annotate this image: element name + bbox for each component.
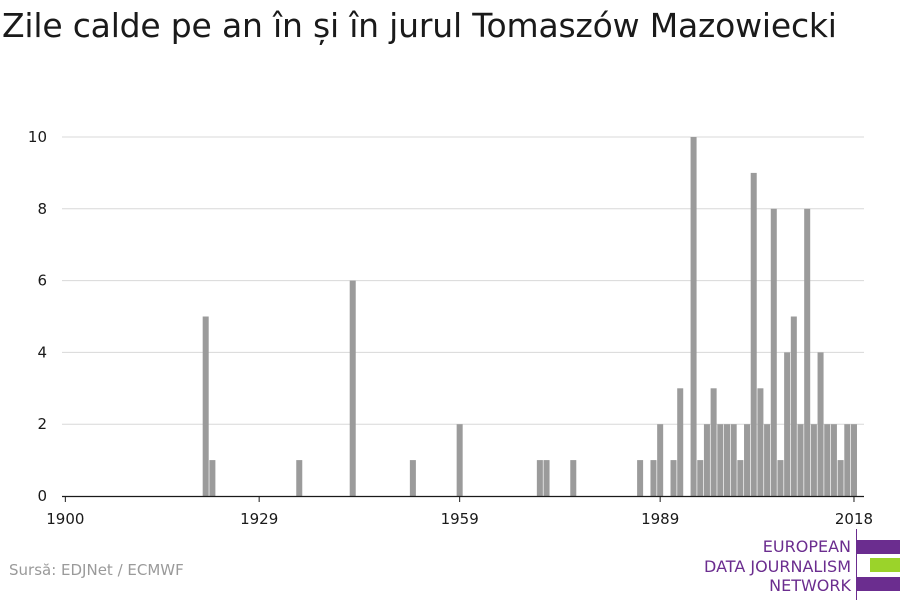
logo-line-data-journalism: DATA JOURNALISM — [704, 557, 851, 576]
x-tick-label: 2018 — [835, 510, 873, 528]
bar-1996 — [703, 424, 710, 496]
chart-title: Zile calde pe an în și în jurul Tomaszów… — [2, 6, 837, 45]
x-axis: 1900 1929 1959 1989 2018 — [46, 495, 873, 528]
bar-2001 — [737, 460, 744, 496]
logo-divider — [856, 529, 857, 600]
bar-1995 — [697, 460, 704, 496]
bar-1994 — [690, 137, 697, 496]
x-tick-label: 1900 — [46, 510, 84, 528]
bar-1959 — [456, 424, 463, 496]
logo-bar-middle — [870, 558, 900, 572]
y-tick-label: 10 — [28, 128, 47, 146]
bar-1988 — [650, 460, 657, 496]
bar-2017 — [844, 424, 851, 496]
bar-1971 — [536, 460, 543, 496]
bar-2003 — [750, 172, 757, 496]
bar-1997 — [710, 388, 717, 496]
bar-2015 — [830, 424, 837, 496]
y-tick-label: 4 — [37, 343, 47, 361]
y-tick-label: 2 — [37, 415, 47, 433]
bar-2000 — [730, 424, 737, 496]
x-tick-label: 1989 — [641, 510, 679, 528]
bar-2012 — [810, 424, 817, 496]
edjnet-logo: EUROPEAN DATA JOURNALISM NETWORK — [700, 529, 900, 600]
bar-2013 — [817, 352, 824, 496]
logo-bar-bottom — [856, 577, 900, 591]
bar-1972 — [543, 460, 550, 496]
bar-2018 — [850, 424, 857, 496]
bar-1999 — [723, 424, 730, 496]
bar-2004 — [757, 388, 764, 496]
bar-1991 — [670, 460, 677, 496]
bar-2014 — [824, 424, 831, 496]
bars — [202, 137, 857, 497]
x-tick-label: 1929 — [240, 510, 278, 528]
bar-2002 — [744, 424, 751, 496]
logo-line-network: NETWORK — [769, 576, 851, 595]
bar-1921 — [202, 316, 209, 496]
bar-2008 — [784, 352, 791, 496]
bar-2009 — [790, 316, 797, 496]
bar-2016 — [837, 460, 844, 496]
y-tick-label: 8 — [37, 200, 47, 218]
bar-1989 — [657, 424, 664, 496]
bar-2011 — [804, 208, 811, 497]
bar-1943 — [349, 280, 356, 496]
x-tick-label: 1959 — [441, 510, 479, 528]
bar-1952 — [409, 460, 416, 496]
y-tick-label: 6 — [37, 272, 47, 290]
y-axis-ticks: 0 2 4 6 8 10 — [28, 128, 47, 505]
y-tick-label: 0 — [37, 487, 47, 505]
bar-2007 — [777, 460, 784, 496]
bar-2006 — [770, 208, 777, 497]
bar-1992 — [677, 388, 684, 496]
logo-bar-top — [856, 540, 900, 554]
source-note: Sursă: EDJNet / ECMWF — [9, 561, 184, 579]
logo-line-european: EUROPEAN — [762, 537, 851, 556]
gridlines — [62, 136, 864, 425]
bar-1998 — [717, 424, 724, 496]
bar-1976 — [570, 460, 577, 496]
bar-2010 — [797, 424, 804, 496]
bar-2005 — [764, 424, 771, 496]
bar-1935 — [296, 460, 303, 496]
bar-1922 — [209, 460, 216, 496]
bar-1986 — [637, 460, 644, 496]
